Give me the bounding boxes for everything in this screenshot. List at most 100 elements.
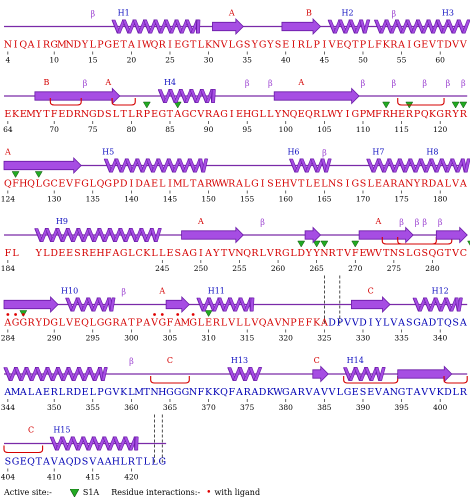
residue-letter: V	[428, 40, 436, 51]
residue-letter: V	[220, 40, 228, 51]
tick-label: 295	[86, 334, 101, 343]
tick-label: 105	[317, 125, 332, 134]
residue-letter: G	[282, 248, 290, 259]
site-triangle	[320, 240, 329, 248]
residue-letter: Y	[374, 318, 382, 329]
residue-letter: G	[344, 387, 352, 398]
residue-letter: A	[397, 318, 405, 329]
residue-letter: K	[12, 109, 20, 120]
residue-letter: C	[189, 109, 196, 120]
residue-letter: T	[120, 109, 127, 120]
residue-letter: A	[142, 318, 150, 329]
residue-letter: V	[196, 109, 204, 120]
residue-letter: R	[274, 248, 282, 259]
tick-label: 10	[49, 56, 59, 65]
residue-letter: V	[305, 387, 313, 398]
residue-letter: M	[26, 109, 36, 120]
residue-letter: N	[390, 387, 398, 398]
residue-letter: D	[259, 387, 267, 398]
residue-letter: A	[382, 179, 390, 190]
site-triangle	[142, 101, 151, 109]
helix-symbol	[157, 88, 216, 104]
residue-letter: L	[198, 40, 205, 51]
helix-band	[463, 158, 470, 173]
residue-letter: G	[251, 109, 259, 120]
structure-label: H3	[442, 9, 454, 18]
structure-label: H6	[287, 148, 299, 157]
residue-letter: Q	[243, 248, 251, 259]
helix-band	[211, 89, 216, 103]
turn-bracket	[3, 445, 44, 454]
helix-band	[153, 228, 162, 242]
residue-letter: E	[174, 40, 181, 51]
residue-letter: E	[313, 179, 320, 190]
residue-letter: L	[229, 40, 236, 51]
residue-letter: T	[445, 248, 452, 259]
residue-letter: N	[212, 40, 220, 51]
structure-label: A	[4, 148, 11, 157]
strand-arrow	[212, 18, 244, 35]
tick-label: 370	[201, 403, 216, 412]
residue-letter: A	[436, 179, 444, 190]
site-triangle	[467, 240, 470, 246]
residue-letter: T	[406, 387, 413, 398]
residue-letter: V	[250, 318, 258, 329]
residue-letter: Q	[444, 318, 452, 329]
residue-letter: Q	[429, 248, 437, 259]
tick-label: 385	[317, 403, 332, 412]
structure-label: H11	[208, 287, 225, 296]
residue-letter: V	[343, 318, 351, 329]
residue-letter: V	[50, 457, 58, 468]
helix-symbol	[374, 19, 440, 34]
tick-label: 290	[47, 334, 62, 343]
residue-letter: A	[119, 318, 127, 329]
residue-letter: Q	[421, 109, 429, 120]
strand-arrow	[350, 296, 391, 313]
residue-letter: Y	[313, 248, 321, 259]
structure-label: H5	[102, 148, 114, 157]
site-triangle	[11, 171, 20, 178]
residue-letter: L	[128, 248, 135, 259]
residue-letter: R	[43, 40, 51, 51]
residue-letter: L	[128, 109, 135, 120]
residue-letter: Q	[305, 109, 313, 120]
tick-label: 165	[317, 195, 332, 204]
residue-letter: A	[173, 318, 181, 329]
residue-letter: A	[235, 387, 243, 398]
tick-label: 170	[356, 195, 371, 204]
tick-label: 300	[124, 334, 139, 343]
residue-letter: L	[221, 318, 228, 329]
tick-label: 60	[435, 56, 445, 65]
tick-label: 80	[127, 125, 137, 134]
tick-label: 365	[163, 403, 178, 412]
tick-label: 150	[201, 195, 216, 204]
tick-label: 120	[433, 125, 448, 134]
residue-letter: L	[121, 457, 128, 468]
residue-letter: G	[351, 179, 359, 190]
legend: Active site:- S1A Residue interactions:-…	[4, 486, 260, 499]
helix-band	[109, 297, 116, 312]
residue-letter: Q	[4, 179, 12, 190]
structure-label: A	[228, 9, 235, 18]
residue-letter: G	[104, 387, 112, 398]
residue-letter: V	[343, 248, 351, 259]
tick-label: 404	[1, 473, 16, 482]
residue-letter: K	[313, 318, 321, 329]
residue-letter: Q	[27, 457, 35, 468]
residue-letter: N	[4, 40, 12, 51]
residue-letter: R	[460, 387, 468, 398]
residue-letter: R	[421, 179, 429, 190]
residue-letter: H	[96, 248, 104, 259]
residue-letter: R	[159, 40, 167, 51]
strand-arrow	[358, 226, 414, 244]
tick-label: 110	[356, 125, 371, 134]
residue-letter: K	[383, 40, 391, 51]
residue-letter: L	[383, 318, 390, 329]
site-triangle	[204, 310, 213, 317]
residue-letter: R	[244, 387, 252, 398]
residue-letter: K	[429, 109, 437, 120]
turn-bracket	[111, 98, 136, 106]
residue-letter: T	[383, 248, 390, 259]
tick-label: 95	[242, 125, 252, 134]
